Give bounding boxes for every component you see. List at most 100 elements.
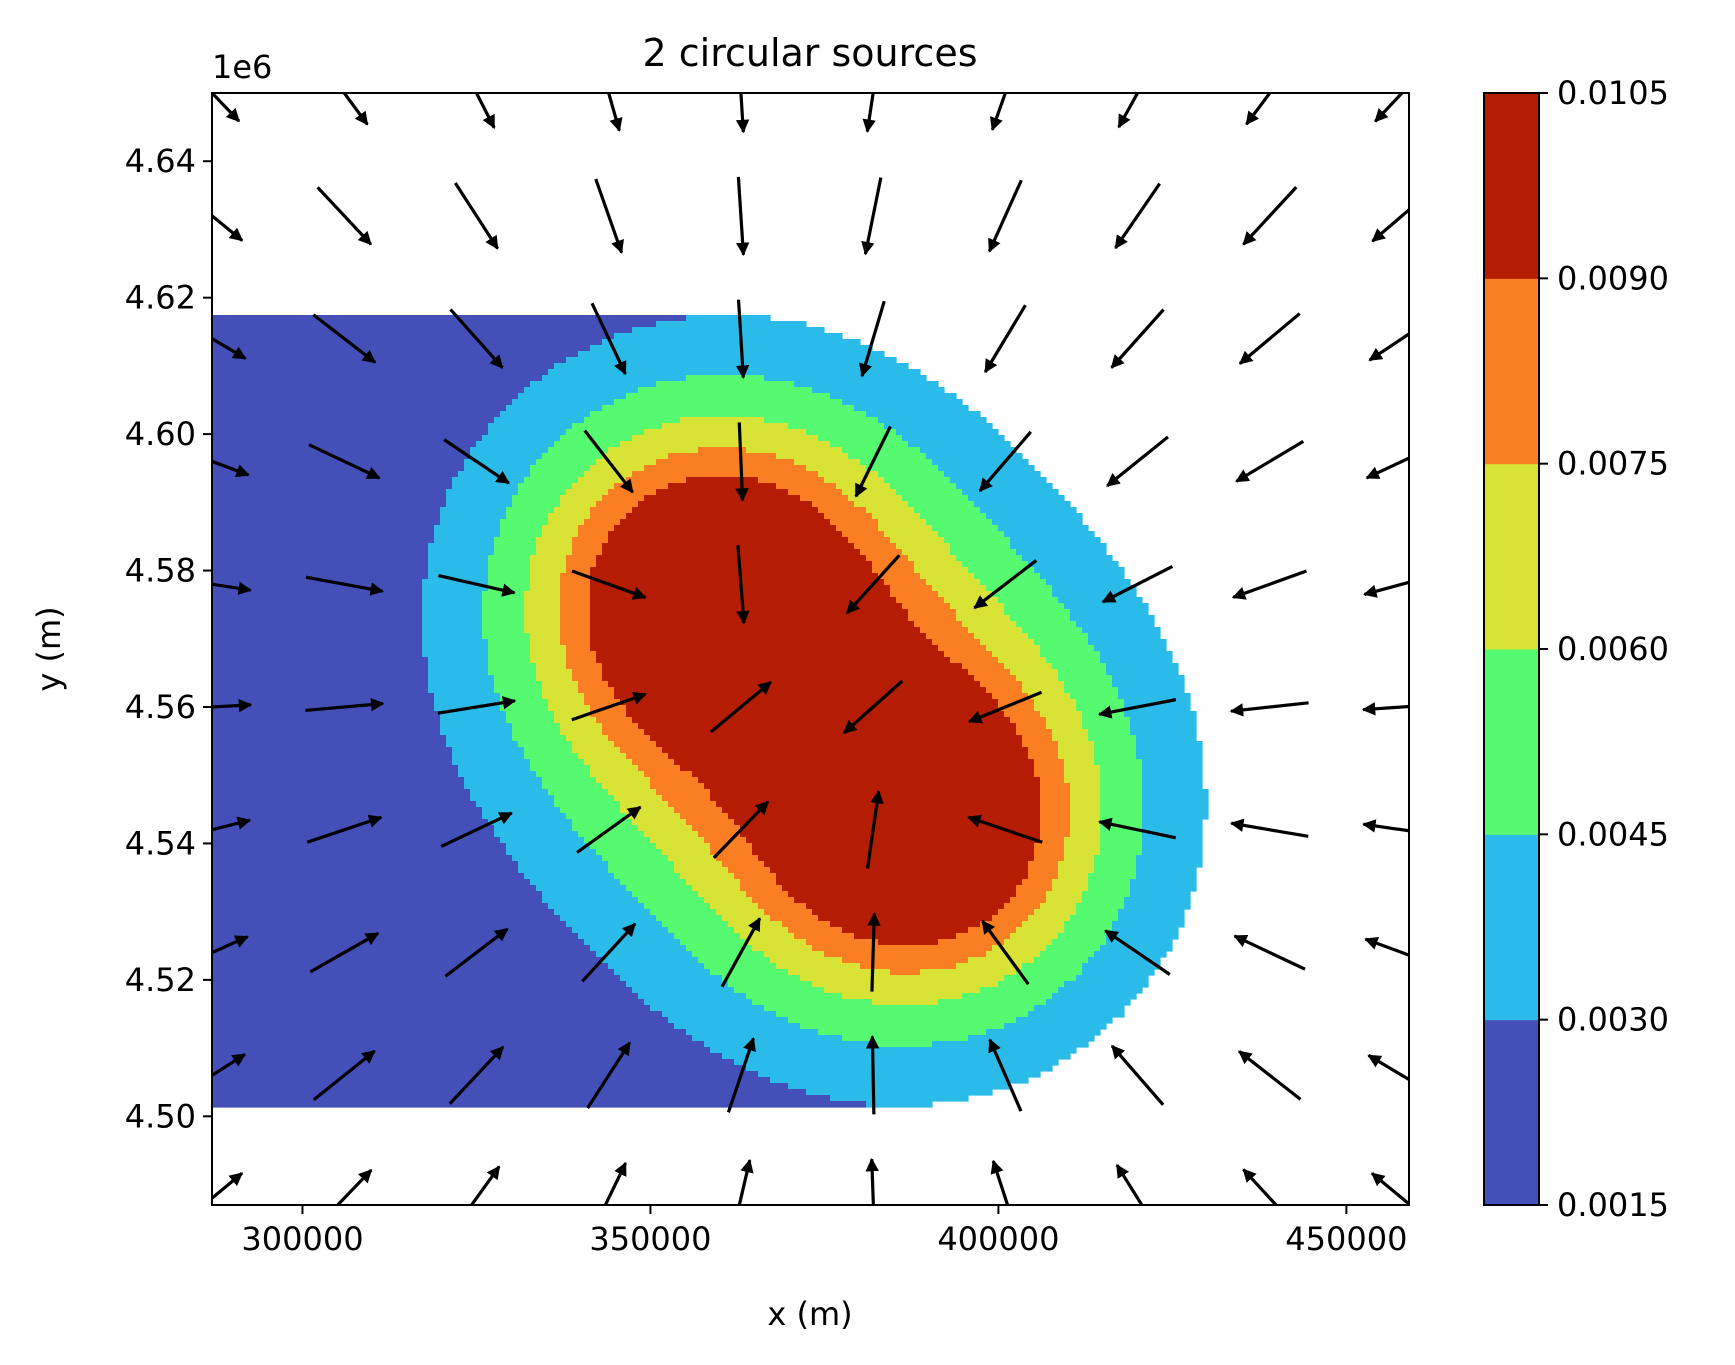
contour-cell — [548, 699, 585, 706]
contour-cell — [650, 735, 1023, 742]
contour-cell — [212, 615, 423, 622]
vector-arrow — [1233, 934, 1306, 971]
vector-arrow — [737, 1158, 754, 1205]
contour-cell — [428, 549, 495, 556]
contour-cell — [644, 729, 1017, 736]
contour-cell — [1058, 597, 1143, 604]
contour-cell — [512, 723, 561, 730]
contour-cell — [1034, 765, 1065, 772]
contour-cell — [1010, 615, 1071, 622]
contour-cell — [446, 501, 513, 508]
contour-cell — [992, 591, 1053, 598]
contour-cell — [548, 519, 585, 526]
contour-cell — [1088, 735, 1137, 742]
contour-cell — [746, 939, 807, 946]
contour-cell — [560, 591, 591, 598]
contour-cell — [212, 759, 453, 766]
contour-cell — [482, 633, 531, 640]
contour-cell — [746, 993, 843, 1000]
contour-cell — [620, 747, 663, 754]
contour-cell — [1100, 831, 1143, 838]
contour-cell — [212, 609, 423, 616]
contour-cell — [614, 483, 669, 490]
contour-cell — [458, 771, 537, 778]
contour-cell — [752, 843, 1035, 850]
contour-cell — [212, 339, 603, 346]
contour-cell — [1112, 927, 1179, 934]
contour-cell — [668, 801, 717, 808]
contour-cell — [878, 471, 945, 478]
contour-cell — [782, 921, 831, 928]
contour-cell — [932, 525, 999, 532]
contour-cell — [1076, 975, 1149, 982]
contour-cell — [560, 807, 621, 814]
contour-cell — [1118, 915, 1185, 922]
contour-cell — [212, 669, 429, 676]
vector-arrow — [316, 186, 373, 246]
contour-cell — [1136, 753, 1203, 760]
contour-cell — [842, 489, 897, 496]
contour-cell — [1100, 807, 1143, 814]
contour-cell — [644, 999, 753, 1006]
contour-cell — [1022, 963, 1083, 970]
contour-cell — [1058, 669, 1107, 676]
contour-cell — [812, 981, 999, 988]
contour-cell — [1028, 747, 1059, 754]
contour-cell — [1142, 843, 1203, 850]
contour-cell — [590, 579, 885, 586]
vector-arrow — [212, 93, 241, 123]
contour-cell — [1034, 771, 1065, 778]
contour-cell — [896, 543, 951, 550]
contour-cell — [1076, 903, 1125, 910]
vector-arrow — [212, 581, 252, 595]
contour-cell — [518, 489, 567, 496]
contour-cell — [938, 531, 1005, 538]
contour-cell — [986, 645, 1041, 652]
contour-cell — [212, 795, 471, 802]
contour-cell — [518, 861, 609, 868]
contour-cell — [1034, 855, 1065, 862]
contour-cell — [506, 507, 555, 514]
vector-arrow — [854, 425, 892, 498]
contour-cell — [554, 441, 621, 448]
contour-cell — [866, 555, 909, 562]
contour-cell — [788, 927, 843, 934]
contour-cell — [596, 555, 867, 562]
contour-cell — [590, 507, 633, 514]
contour-cell — [596, 777, 651, 784]
contour-cell — [542, 525, 579, 532]
contour-cell — [794, 381, 939, 388]
contour-cell — [686, 1029, 819, 1036]
vector-arrow — [438, 573, 516, 597]
contour-cell — [434, 537, 495, 544]
contour-cell — [1100, 843, 1143, 850]
contour-cell — [1040, 837, 1065, 844]
contour-cell — [530, 585, 561, 592]
contour-cell — [446, 495, 513, 502]
contour-cell — [998, 909, 1035, 916]
contour-cell — [698, 957, 771, 964]
contour-cell — [440, 711, 507, 718]
contour-cell — [1028, 633, 1089, 640]
contour-cell — [572, 537, 609, 544]
contour-cell — [1070, 915, 1119, 922]
contour-cell — [626, 981, 729, 988]
contour-cell — [1046, 891, 1083, 898]
contour-cell — [1082, 891, 1131, 898]
contour-cell — [212, 507, 441, 514]
contour-cell — [788, 423, 885, 430]
vector-arrow — [861, 177, 883, 256]
contour-cell — [212, 915, 561, 922]
contour-cell — [422, 651, 489, 658]
contour-cell — [1034, 759, 1065, 766]
contour-cell — [728, 981, 813, 988]
colorbar-band — [1484, 649, 1539, 835]
colorbar-tick-label: 0.0075 — [1557, 445, 1669, 483]
contour-cell — [506, 711, 555, 718]
contour-cell — [572, 825, 639, 832]
contour-cell — [644, 771, 693, 778]
contour-cell — [950, 657, 999, 664]
contour-cell — [590, 843, 657, 850]
contour-cell — [854, 543, 897, 550]
contour-cell — [1046, 897, 1083, 904]
